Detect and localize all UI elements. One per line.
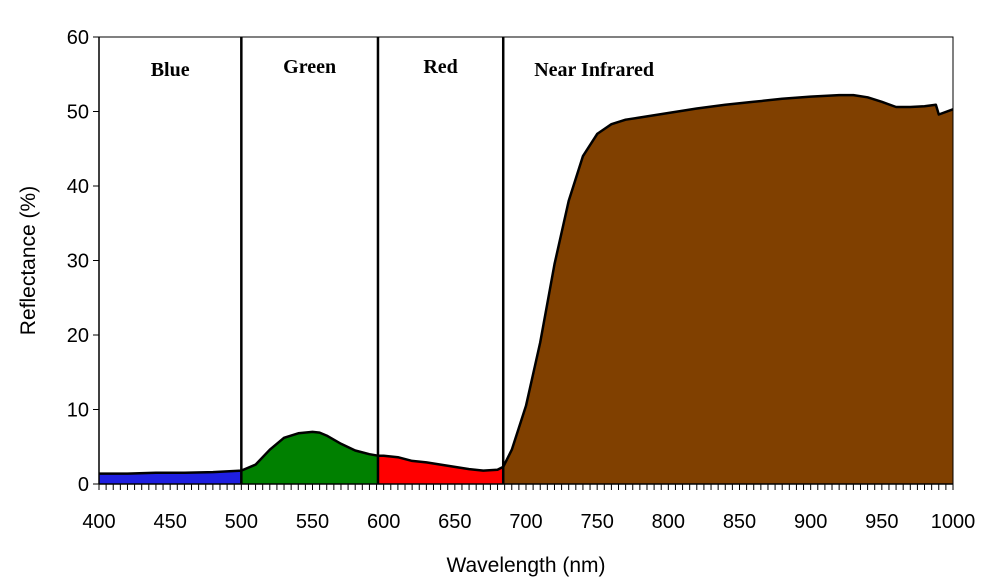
- reflectance-curve: [99, 93, 954, 475]
- x-tick-label: 850: [723, 511, 756, 533]
- x-tick-label: 950: [865, 511, 898, 533]
- y-tick-label: 30: [67, 251, 89, 273]
- x-tick-label: 700: [509, 511, 542, 533]
- x-tick-label: 650: [438, 511, 471, 533]
- x-axis: 400 450 500 550 600 650 700 750 800 850 900 950 1000: [82, 483, 976, 533]
- y-axis-label: Reflectance (%): [17, 186, 40, 335]
- x-tick-label: 800: [652, 511, 685, 533]
- band-fill-red: [377, 455, 504, 484]
- band-fill-green: [241, 431, 378, 484]
- band-label-near-infrared: Near Infrared: [534, 59, 654, 81]
- y-tick-label: 50: [67, 102, 89, 124]
- x-tick-label: 600: [367, 511, 400, 533]
- x-tick-label: 500: [225, 511, 258, 533]
- band-fill-near-infrared: [503, 95, 953, 484]
- band-label-blue: Blue: [151, 59, 190, 81]
- x-tick-label: 450: [153, 511, 186, 533]
- x-axis-label: Wavelength (nm): [446, 554, 605, 577]
- y-tick-label: 0: [78, 474, 89, 496]
- band-label-green: Green: [283, 56, 336, 78]
- y-tick-label: 60: [67, 27, 89, 49]
- band-dividers: [240, 37, 505, 484]
- band-labels: Blue Green Red Near Infrared: [151, 56, 654, 81]
- x-tick-label: 900: [794, 511, 827, 533]
- y-axis: 0 10 20 30 40 50 60: [67, 27, 100, 496]
- y-tick-label: 20: [67, 325, 89, 347]
- x-tick-label: 750: [580, 511, 613, 533]
- x-tick-label: 400: [82, 511, 115, 533]
- y-tick-label: 40: [67, 176, 89, 198]
- band-label-red: Red: [423, 56, 457, 78]
- band-fills: [99, 95, 953, 484]
- y-tick-label: 10: [67, 400, 89, 422]
- x-tick-label: 550: [296, 511, 329, 533]
- x-tick-label: 1000: [931, 511, 976, 533]
